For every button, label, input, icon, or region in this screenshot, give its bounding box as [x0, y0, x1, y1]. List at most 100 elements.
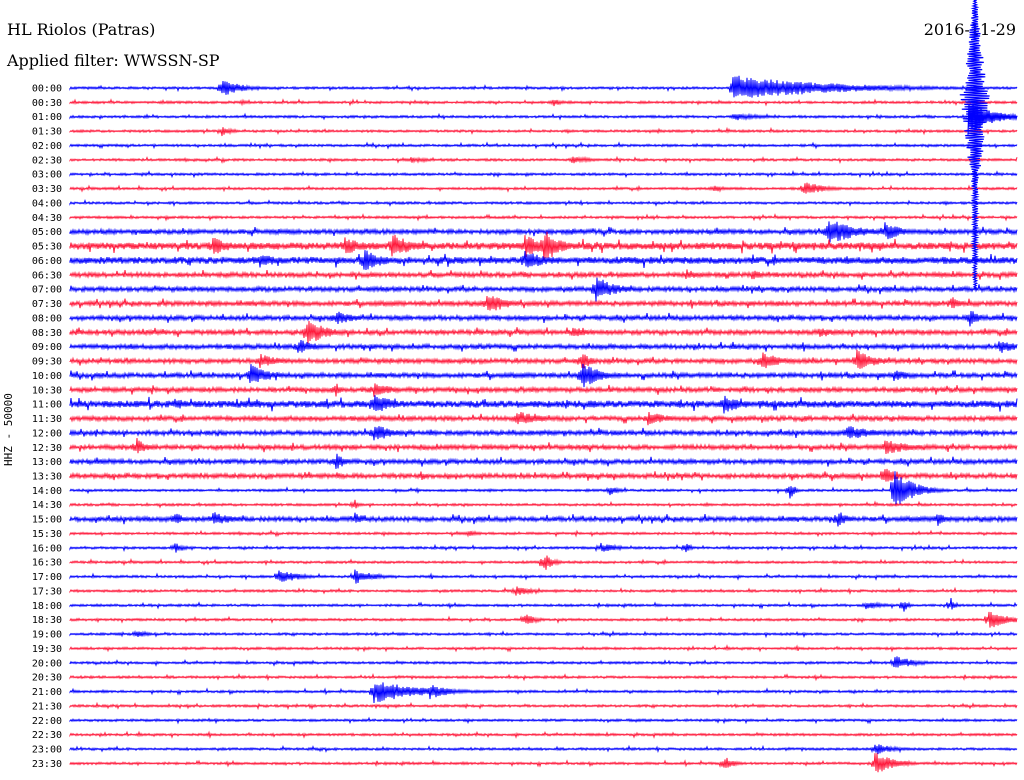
row-label: 19:30 — [32, 644, 62, 655]
row-label: 22:00 — [32, 716, 62, 727]
trace-row-1800 — [69, 597, 1018, 612]
trace-row-2100 — [69, 682, 1018, 704]
trace-row-1430 — [69, 499, 1018, 509]
trace-row-2130 — [69, 701, 1018, 711]
trace-row-2300 — [69, 744, 1018, 755]
row-label: 03:30 — [32, 184, 62, 195]
trace-row-1830 — [69, 611, 1018, 628]
row-label: 22:30 — [32, 730, 62, 741]
row-label: 15:30 — [32, 529, 62, 540]
trace-row-1100 — [69, 395, 1018, 414]
trace-row-1000 — [69, 363, 1018, 388]
row-label: 07:00 — [32, 285, 62, 296]
trace-row-0300 — [69, 170, 1018, 179]
trace-row-0000 — [69, 75, 1018, 98]
row-label: 06:00 — [32, 256, 62, 267]
trace-row-0430 — [69, 213, 1018, 222]
trace-row-1330 — [69, 468, 1018, 482]
trace-row-0830 — [69, 320, 1018, 344]
row-label: 08:00 — [32, 313, 62, 324]
trace-row-1900 — [69, 629, 1018, 639]
row-label: 14:30 — [32, 500, 62, 511]
earthquake-vertical-trace — [959, 0, 990, 290]
trace-row-1600 — [69, 542, 1018, 553]
trace-row-1530 — [69, 529, 1018, 538]
trace-row-2030 — [69, 672, 1018, 682]
trace-row-1500 — [69, 512, 1018, 527]
station-title: HL Riolos (Patras) — [7, 20, 156, 39]
row-label: 17:00 — [32, 572, 62, 583]
trace-row-0630 — [69, 269, 1018, 280]
trace-row-0230 — [69, 155, 1018, 164]
row-label: 16:30 — [32, 558, 62, 569]
row-label: 11:00 — [32, 400, 62, 411]
trace-row-2000 — [69, 656, 1018, 668]
row-label: 14:00 — [32, 486, 62, 497]
row-label: 01:30 — [32, 127, 62, 138]
row-label: 16:00 — [32, 543, 62, 554]
row-label: 10:30 — [32, 385, 62, 396]
row-label: 11:30 — [32, 414, 62, 425]
row-label: 19:00 — [32, 630, 62, 641]
row-label: 02:00 — [32, 141, 62, 152]
trace-row-1400 — [69, 471, 1018, 506]
trace-row-1630 — [69, 555, 1018, 570]
row-label: 18:30 — [32, 615, 62, 626]
row-label: 09:30 — [32, 357, 62, 368]
row-label: 03:00 — [32, 170, 62, 181]
trace-row-2230 — [69, 730, 1018, 739]
row-label: 12:00 — [32, 428, 62, 439]
trace-layer — [69, 75, 1018, 773]
row-label: 04:30 — [32, 213, 62, 224]
trace-row-0200 — [69, 141, 1018, 150]
trace-row-0800 — [69, 310, 1018, 327]
trace-row-0930 — [69, 349, 1018, 369]
row-label: 13:00 — [32, 457, 62, 468]
row-label: 23:00 — [32, 745, 62, 756]
row-label: 20:30 — [32, 673, 62, 684]
trace-row-1300 — [69, 453, 1018, 469]
row-label: 02:30 — [32, 155, 62, 166]
row-label: 10:00 — [32, 371, 62, 382]
trace-row-0900 — [69, 340, 1018, 353]
row-label: 09:00 — [32, 342, 62, 353]
trace-row-0130 — [69, 126, 1018, 137]
row-label-layer: 00:00 00:30 01:00 01:30 02:00 02:30 03:00 03:30… — [32, 84, 62, 770]
trace-row-1230 — [69, 437, 1018, 455]
row-label: 21:00 — [32, 687, 62, 698]
trace-row-0700 — [69, 277, 1018, 302]
trace-row-1700 — [69, 569, 1018, 584]
trace-row-0100 — [69, 112, 1018, 121]
row-label: 17:30 — [32, 587, 62, 598]
row-label: 08:30 — [32, 328, 62, 339]
trace-row-1030 — [69, 383, 1018, 397]
row-label: 18:00 — [32, 601, 62, 612]
row-label: 15:00 — [32, 515, 62, 526]
trace-row-1130 — [69, 411, 1018, 426]
trace-row-0030 — [69, 98, 1018, 107]
trace-row-2330 — [69, 753, 1018, 773]
row-label: 20:00 — [32, 658, 62, 669]
large-event-trace — [959, 0, 1018, 290]
filter-label: Applied filter: WWSSN-SP — [7, 51, 220, 70]
row-label: 21:30 — [32, 701, 62, 712]
trace-row-0500 — [69, 221, 1018, 243]
trace-row-0730 — [69, 295, 1018, 311]
row-label: 23:30 — [32, 759, 62, 770]
row-label: 05:30 — [32, 242, 62, 253]
row-label: 12:30 — [32, 443, 62, 454]
trace-row-1200 — [69, 426, 1018, 441]
trace-row-0400 — [69, 198, 1018, 207]
row-label: 06:30 — [32, 270, 62, 281]
row-label: 13:30 — [32, 472, 62, 483]
row-label: 00:30 — [32, 98, 62, 109]
row-label: 05:00 — [32, 227, 62, 238]
trace-row-0530 — [69, 231, 1018, 263]
trace-row-0600 — [69, 250, 1018, 271]
row-label: 04:00 — [32, 199, 62, 210]
row-label: 01:00 — [32, 112, 62, 123]
row-label: 00:00 — [32, 84, 62, 95]
row-label: 07:30 — [32, 299, 62, 310]
trace-row-1730 — [69, 586, 1018, 596]
